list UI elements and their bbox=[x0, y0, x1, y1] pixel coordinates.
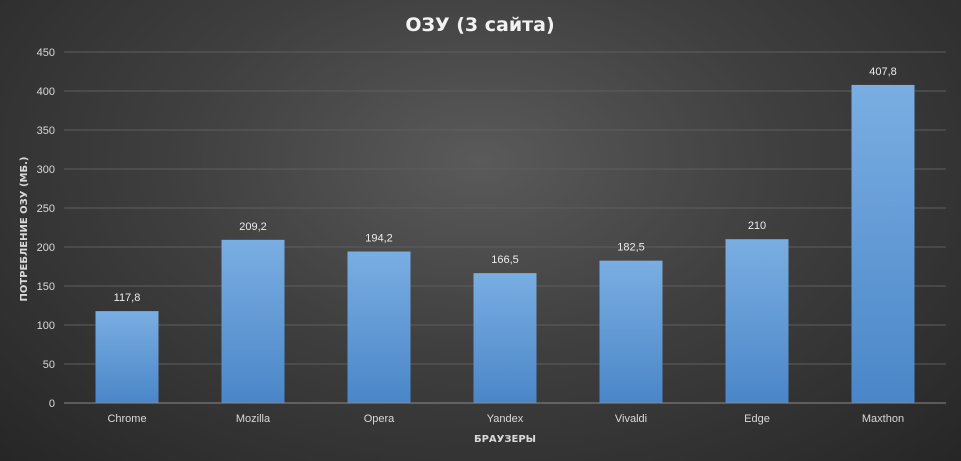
y-tick-label: 300 bbox=[37, 164, 55, 176]
bar bbox=[473, 273, 537, 403]
bar bbox=[725, 239, 789, 403]
y-axis-ticks: 0 50 100 150 200 250 300 350 400 450 bbox=[37, 47, 55, 410]
data-labels: 117,8 209,2 194,2 166,5 182,5 210 407,8 bbox=[114, 66, 897, 304]
bar bbox=[95, 311, 159, 403]
data-label: 407,8 bbox=[869, 66, 897, 78]
category-label: Maxthon bbox=[862, 413, 904, 425]
y-tick-label: 0 bbox=[49, 398, 55, 410]
gridlines bbox=[64, 51, 946, 365]
x-axis-title: БРАУЗЕРЫ bbox=[474, 434, 536, 445]
category-label: Yandex bbox=[487, 413, 524, 425]
y-tick-label: 400 bbox=[37, 86, 55, 98]
data-label: 210 bbox=[748, 220, 766, 232]
data-label: 117,8 bbox=[114, 292, 141, 304]
y-tick-label: 250 bbox=[37, 203, 55, 215]
bar bbox=[599, 260, 663, 403]
data-label: 182,5 bbox=[617, 242, 645, 254]
y-tick-label: 50 bbox=[43, 359, 55, 371]
y-tick-label: 100 bbox=[37, 320, 55, 332]
y-tick-label: 350 bbox=[37, 125, 55, 137]
data-label: 209,2 bbox=[239, 221, 267, 233]
y-tick-label: 200 bbox=[37, 242, 55, 254]
y-tick-label: 450 bbox=[37, 47, 55, 59]
y-tick-label: 150 bbox=[37, 281, 55, 293]
bar bbox=[221, 239, 285, 403]
chart-title: ОЗУ (3 сайта) bbox=[405, 14, 554, 36]
category-label: Vivaldi bbox=[615, 413, 647, 425]
category-label: Opera bbox=[364, 413, 395, 425]
category-label: Chrome bbox=[107, 413, 146, 425]
category-label: Edge bbox=[744, 413, 770, 425]
data-label: 194,2 bbox=[365, 233, 393, 245]
bar bbox=[347, 251, 411, 403]
bar bbox=[851, 84, 915, 403]
data-label: 166,5 bbox=[491, 254, 519, 266]
category-label: Mozilla bbox=[236, 413, 271, 425]
bars bbox=[95, 84, 915, 403]
x-axis-categories: Chrome Mozilla Opera Yandex Vivaldi Edge Maxth… bbox=[107, 413, 904, 425]
y-axis-title: ПОТРЕБЛЕНИЕ ОЗУ (МБ.) bbox=[19, 157, 30, 302]
